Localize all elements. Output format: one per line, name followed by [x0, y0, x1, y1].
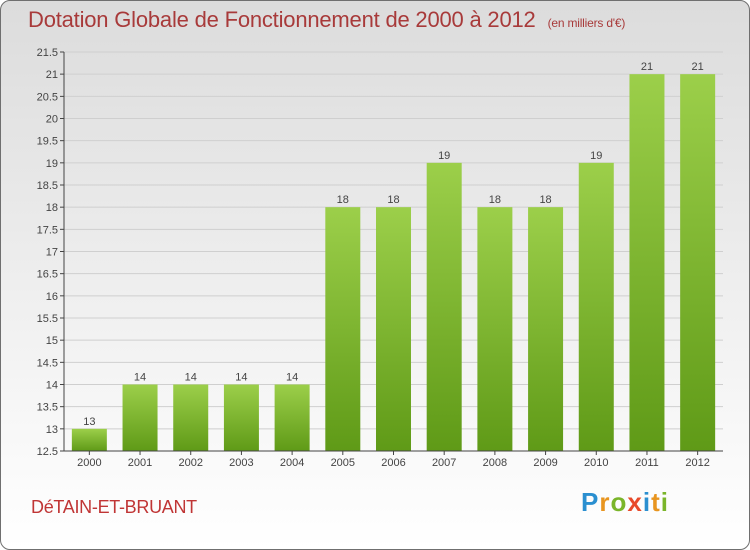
data-label: 21 [692, 61, 704, 73]
data-label: 14 [286, 372, 298, 384]
y-tick-label: 20 [46, 114, 58, 126]
chart-title: Dotation Globale de Fonctionnement de 20… [28, 7, 625, 33]
bar [173, 384, 209, 451]
axis-layer: 12.5 13 13.5 14 14.5 15 15.5 16 16.5 17 17.5 18 18.5… [37, 47, 723, 469]
y-tick-label: 21.5 [37, 47, 58, 59]
y-tick-label: 19.5 [37, 136, 58, 148]
bar [71, 428, 107, 451]
x-tick-label: 2004 [280, 457, 304, 469]
x-tick-label: 2005 [331, 457, 355, 469]
bar [680, 74, 716, 452]
x-tick-label: 2001 [128, 457, 152, 469]
y-tick-label: 18 [46, 202, 58, 214]
x-tick-label: 2000 [77, 457, 101, 469]
x-tick-label: 2011 [635, 457, 659, 469]
data-label: 18 [489, 194, 501, 206]
y-tick-label: 14 [46, 380, 58, 392]
proxiti-logo: Proxiti [581, 487, 669, 518]
x-tick-label: 2012 [685, 457, 709, 469]
bar [376, 207, 411, 451]
bar [223, 384, 259, 451]
x-tick-label: 2008 [483, 457, 507, 469]
x-tick-label: 2007 [432, 457, 456, 469]
y-tick-label: 15.5 [37, 313, 58, 325]
data-label: 19 [438, 150, 450, 162]
logo-letter: o [610, 487, 628, 517]
bar [325, 207, 361, 451]
data-label: 21 [641, 61, 653, 73]
unit-label: (en milliers d'€) [547, 16, 626, 30]
y-tick-label: 12.5 [37, 446, 58, 458]
y-tick-label: 14.5 [37, 357, 58, 369]
y-tick-label: 13 [46, 424, 58, 436]
data-label: 14 [185, 372, 197, 384]
bar [528, 207, 564, 451]
x-tick-label: 2006 [381, 457, 405, 469]
bar [578, 162, 614, 452]
bar [426, 162, 462, 452]
logo-letter: x [627, 487, 643, 517]
data-label: 18 [387, 194, 399, 206]
logo-letter: i [660, 487, 669, 517]
y-tick-label: 17.5 [37, 224, 58, 236]
data-label: 19 [590, 150, 602, 162]
y-tick-label: 16.5 [37, 269, 58, 281]
logo-letter: i [642, 487, 652, 517]
bar [274, 384, 310, 451]
logo-letter: r [599, 487, 611, 517]
y-tick-label: 21 [46, 69, 58, 81]
x-tick-label: 2009 [533, 457, 557, 469]
logo-letter: P [581, 487, 600, 517]
bar [629, 74, 665, 452]
bar-layer: 13 14 14 14 14 18 18 19 18 18 19 21 21 [71, 61, 716, 452]
y-tick-label: 20.5 [37, 91, 58, 103]
bar [122, 384, 158, 451]
data-label: 14 [235, 372, 247, 384]
x-tick-label: 2003 [229, 457, 253, 469]
commune-name: DéTAIN-ET-BRUANT [31, 497, 197, 517]
y-tick-label: 19 [46, 158, 58, 170]
x-tick-label: 2002 [178, 457, 202, 469]
y-tick-label: 16 [46, 291, 58, 303]
bar [477, 207, 513, 451]
x-tick-label: 2010 [584, 457, 608, 469]
chart-title-text: Dotation Globale de Fonctionnement de 20… [28, 7, 536, 32]
data-label: 18 [539, 194, 551, 206]
data-label: 18 [337, 194, 349, 206]
y-tick-label: 15 [46, 335, 58, 347]
y-tick-label: 17 [46, 247, 58, 259]
data-label: 13 [83, 416, 95, 428]
y-tick-label: 13.5 [37, 402, 58, 414]
data-label: 14 [134, 372, 146, 384]
y-tick-label: 18.5 [37, 180, 58, 192]
logo-letter: t [651, 487, 661, 517]
